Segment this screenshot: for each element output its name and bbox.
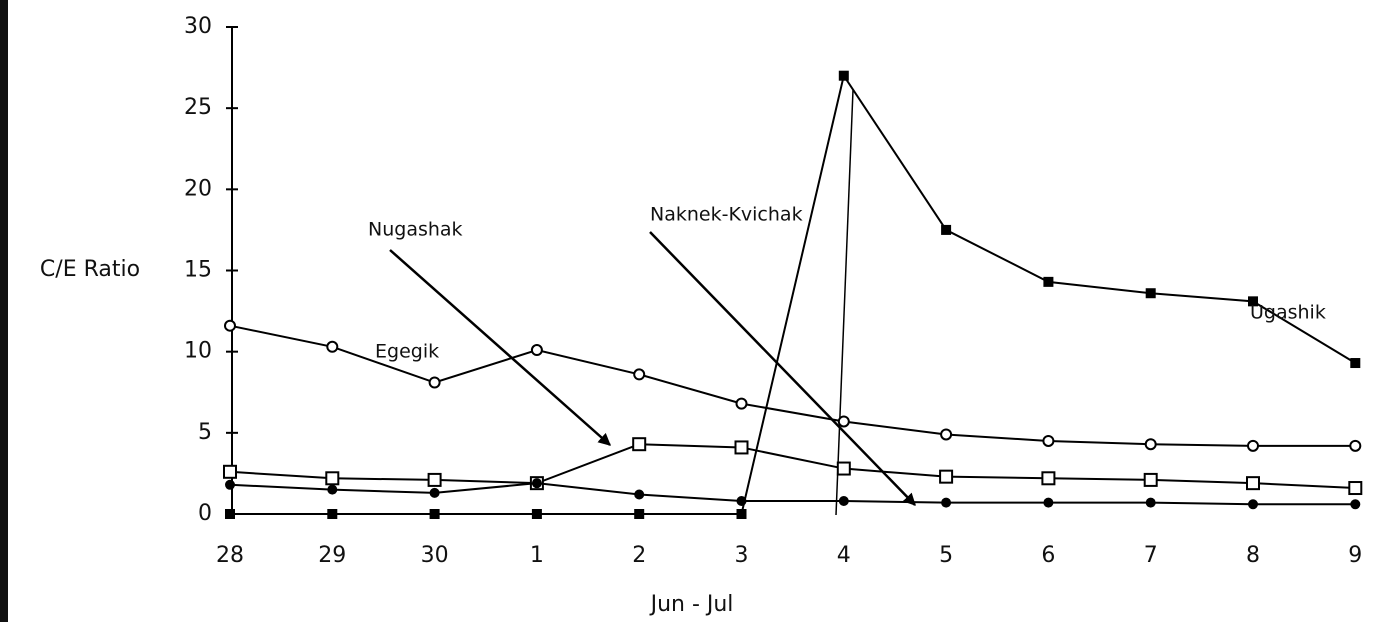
x-tick-label: 4: [837, 543, 851, 568]
point: [838, 70, 849, 81]
x-tick-label: 28: [216, 543, 244, 568]
point: [225, 479, 235, 490]
y-tick-label: 0: [198, 501, 212, 526]
point: [735, 397, 748, 410]
point: [1145, 288, 1156, 299]
x-tick-label: 9: [1348, 543, 1362, 568]
point: [838, 496, 849, 507]
point: [633, 368, 646, 381]
y-tick-label: 10: [184, 339, 212, 364]
point: [1246, 476, 1260, 491]
point: [225, 509, 235, 519]
point: [1348, 481, 1363, 496]
y-tick-label: 25: [184, 95, 212, 120]
point: [223, 464, 237, 479]
point: [531, 478, 542, 489]
point: [1042, 434, 1055, 447]
point: [1350, 358, 1361, 369]
point: [634, 489, 645, 500]
x-tick-label: 30: [421, 543, 449, 568]
point: [1041, 471, 1056, 486]
point: [224, 319, 236, 332]
point: [1144, 438, 1157, 451]
point: [429, 509, 440, 519]
point: [325, 471, 340, 486]
point: [836, 461, 851, 476]
point: [634, 509, 645, 519]
point: [1350, 499, 1361, 510]
point: [941, 497, 952, 508]
series-line: [229, 324, 1356, 447]
point: [941, 224, 952, 235]
point: [940, 428, 953, 441]
x-tick-label: 8: [1246, 543, 1260, 568]
series-label: Ugashik: [1250, 302, 1326, 324]
point: [1349, 439, 1362, 452]
point: [530, 344, 543, 357]
point: [1247, 439, 1259, 452]
point: [327, 484, 338, 495]
series-label: Egegik: [375, 341, 439, 363]
y-tick-label: 15: [184, 258, 212, 283]
point: [1043, 497, 1054, 508]
point: [632, 437, 647, 452]
scan-edge: [0, 0, 8, 622]
series-label: Naknek-Kvichak: [650, 204, 803, 226]
point: [531, 509, 542, 519]
series-line: [230, 73, 1356, 515]
y-axis-title: C/E Ratio: [40, 257, 140, 282]
series-label: Nugashak: [368, 219, 463, 241]
arrow: [389, 249, 611, 446]
point: [327, 509, 338, 519]
point: [1248, 296, 1258, 307]
y-tick-label: 30: [184, 14, 212, 39]
y-tick-label: 20: [184, 176, 212, 201]
y-tick-label: 5: [198, 420, 212, 445]
x-tick-label: 6: [1041, 543, 1055, 568]
point: [1143, 472, 1158, 487]
point: [428, 376, 441, 389]
point: [1248, 499, 1258, 510]
x-tick-label: 7: [1144, 543, 1158, 568]
x-tick-label: 5: [939, 543, 953, 568]
series-line: [229, 443, 1356, 490]
point: [1043, 276, 1054, 287]
x-tick-label: 1: [530, 543, 544, 568]
point: [326, 340, 339, 353]
point: [939, 469, 954, 484]
x-tick-label: 29: [318, 543, 346, 568]
point: [736, 509, 747, 519]
point: [837, 415, 850, 428]
series-line: [229, 482, 1356, 506]
x-tick-label: 3: [735, 543, 749, 568]
point: [1145, 497, 1156, 508]
point: [429, 487, 440, 498]
x-axis-title: Jun - Jul: [649, 592, 734, 617]
connector: [835, 89, 854, 516]
arrow: [649, 231, 916, 506]
x-tick-label: 2: [632, 543, 646, 568]
point: [734, 440, 749, 455]
point: [427, 472, 442, 487]
